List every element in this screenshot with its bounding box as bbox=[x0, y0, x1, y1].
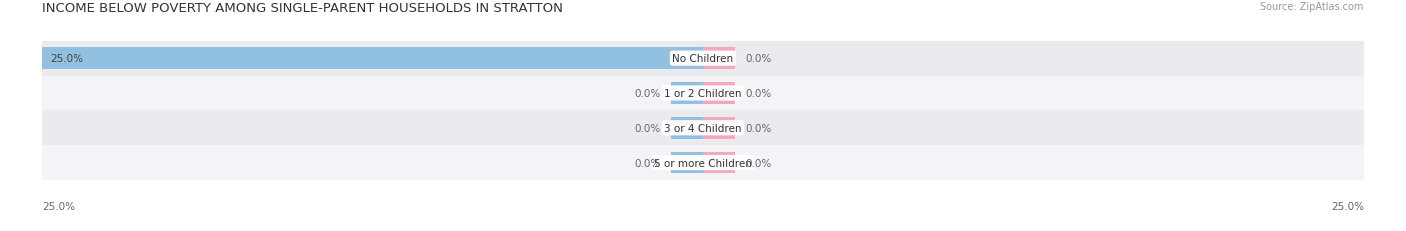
Text: 3 or 4 Children: 3 or 4 Children bbox=[664, 123, 742, 133]
Bar bbox=[42, 146, 1364, 180]
Text: 25.0%: 25.0% bbox=[1331, 201, 1364, 211]
Text: 0.0%: 0.0% bbox=[745, 123, 772, 133]
Bar bbox=[42, 48, 703, 70]
Text: 0.0%: 0.0% bbox=[634, 158, 661, 168]
Text: 5 or more Children: 5 or more Children bbox=[654, 158, 752, 168]
Bar bbox=[703, 117, 735, 139]
Text: 25.0%: 25.0% bbox=[51, 54, 83, 64]
Text: Source: ZipAtlas.com: Source: ZipAtlas.com bbox=[1260, 2, 1364, 12]
Text: 0.0%: 0.0% bbox=[634, 123, 661, 133]
Bar bbox=[671, 152, 703, 173]
Text: 0.0%: 0.0% bbox=[745, 54, 772, 64]
Text: 0.0%: 0.0% bbox=[745, 158, 772, 168]
Text: 1 or 2 Children: 1 or 2 Children bbox=[664, 88, 742, 99]
Bar bbox=[42, 42, 1364, 76]
Text: INCOME BELOW POVERTY AMONG SINGLE-PARENT HOUSEHOLDS IN STRATTON: INCOME BELOW POVERTY AMONG SINGLE-PARENT… bbox=[42, 2, 562, 15]
Text: 0.0%: 0.0% bbox=[745, 88, 772, 99]
Bar bbox=[703, 48, 735, 70]
Text: 25.0%: 25.0% bbox=[42, 201, 75, 211]
Bar bbox=[703, 83, 735, 104]
Bar bbox=[703, 152, 735, 173]
Text: 0.0%: 0.0% bbox=[634, 88, 661, 99]
Bar bbox=[671, 117, 703, 139]
Bar bbox=[42, 76, 1364, 111]
Text: No Children: No Children bbox=[672, 54, 734, 64]
Bar bbox=[671, 83, 703, 104]
Bar bbox=[42, 111, 1364, 146]
